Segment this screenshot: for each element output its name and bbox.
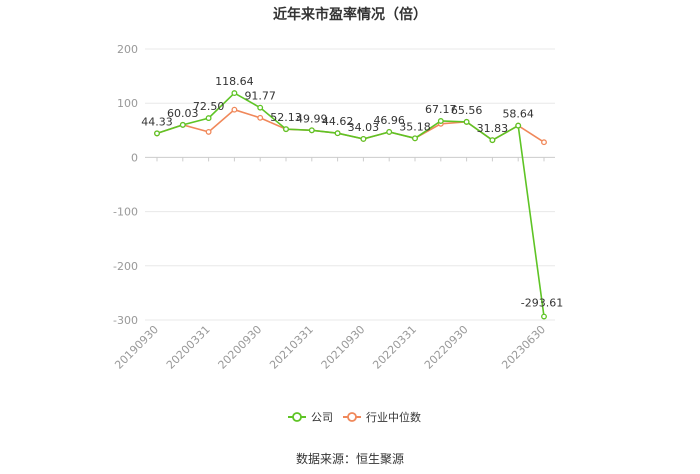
chart-title: 近年来市盈率情况（倍） <box>273 7 427 23</box>
industry-point <box>257 114 264 121</box>
company-point <box>308 127 315 134</box>
company-point <box>463 118 470 125</box>
x-tick-label: 20210331 <box>267 323 316 372</box>
company-point <box>179 121 186 128</box>
legend-industry-marker <box>347 412 357 422</box>
data-label: 46.96 <box>373 114 405 127</box>
company-point <box>231 90 238 97</box>
company-point <box>360 136 367 142</box>
data-source: 数据来源：恒生聚源 <box>295 452 404 466</box>
industry-point <box>231 106 238 113</box>
y-tick-label: 200 <box>117 43 138 56</box>
data-label: 49.99 <box>296 112 328 125</box>
company-point <box>515 122 522 129</box>
y-tick-label: -100 <box>113 206 138 219</box>
y-tick-label: -200 <box>113 260 138 273</box>
data-label: 44.33 <box>141 115 173 128</box>
legend-company-label: 公司 <box>311 411 333 424</box>
industry-point <box>541 139 547 146</box>
company-point <box>412 135 418 142</box>
company-point <box>154 130 160 137</box>
x-tick-label: 20200930 <box>216 323 265 372</box>
data-label: 31.83 <box>477 122 509 135</box>
data-label: 65.56 <box>451 104 483 117</box>
y-tick-label: -300 <box>113 314 138 327</box>
data-label: 91.77 <box>244 90 276 103</box>
data-label: 67.17 <box>425 103 457 116</box>
company-point <box>437 118 444 124</box>
x-tick-label: 20220331 <box>370 323 419 372</box>
data-label: 72.50 <box>193 100 225 113</box>
y-tick-label: 0 <box>131 151 138 164</box>
legend-industry-label: 行业中位数 <box>366 410 421 424</box>
data-label: -293.61 <box>521 297 563 310</box>
company-point <box>257 104 264 111</box>
data-label: 35.18 <box>399 120 431 133</box>
data-label: 118.64 <box>215 75 254 88</box>
company-point <box>541 313 547 320</box>
y-tick-label: 100 <box>117 97 138 110</box>
company-point <box>283 126 289 133</box>
x-tick-label: 20200331 <box>164 323 213 372</box>
data-label: 44.62 <box>322 115 354 128</box>
data-label: 34.03 <box>348 121 380 134</box>
x-tick-label: 20220930 <box>422 323 471 372</box>
x-tick-label: 20230630 <box>499 323 548 372</box>
company-point <box>386 128 393 135</box>
legend-company-marker <box>292 412 302 422</box>
data-label: 58.64 <box>502 108 534 121</box>
company-point <box>334 130 341 137</box>
data-label: 60.03 <box>167 107 199 120</box>
industry-point <box>205 128 212 135</box>
data-label: 52.13 <box>270 111 302 124</box>
x-tick-label: 20190930 <box>112 323 161 372</box>
x-tick-label: 20210930 <box>319 323 368 372</box>
company-line <box>156 92 545 317</box>
company-point <box>205 115 212 122</box>
company-point <box>489 137 496 144</box>
